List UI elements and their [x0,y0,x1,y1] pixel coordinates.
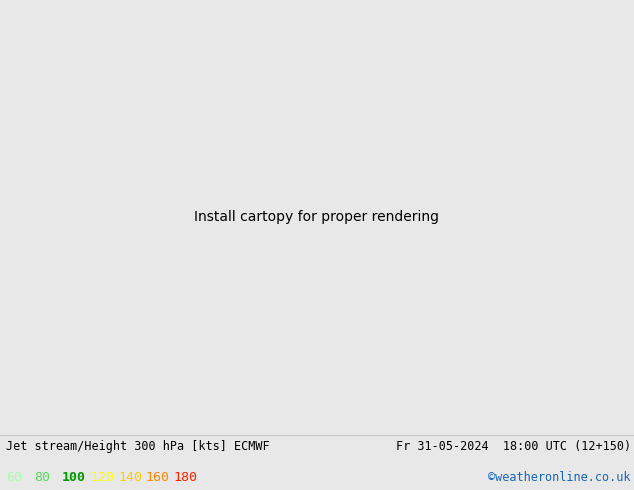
Text: ©weatheronline.co.uk: ©weatheronline.co.uk [488,471,631,484]
Text: 60: 60 [6,471,22,484]
Text: 180: 180 [174,471,198,484]
Text: Fr 31-05-2024  18:00 UTC (12+150): Fr 31-05-2024 18:00 UTC (12+150) [396,440,631,453]
Text: Jet stream/Height 300 hPa [kts] ECMWF: Jet stream/Height 300 hPa [kts] ECMWF [6,440,270,453]
Text: 140: 140 [118,471,142,484]
Text: 120: 120 [90,471,114,484]
Text: 80: 80 [34,471,50,484]
Text: Install cartopy for proper rendering: Install cartopy for proper rendering [195,210,439,224]
Text: 160: 160 [146,471,170,484]
Text: 100: 100 [62,471,86,484]
